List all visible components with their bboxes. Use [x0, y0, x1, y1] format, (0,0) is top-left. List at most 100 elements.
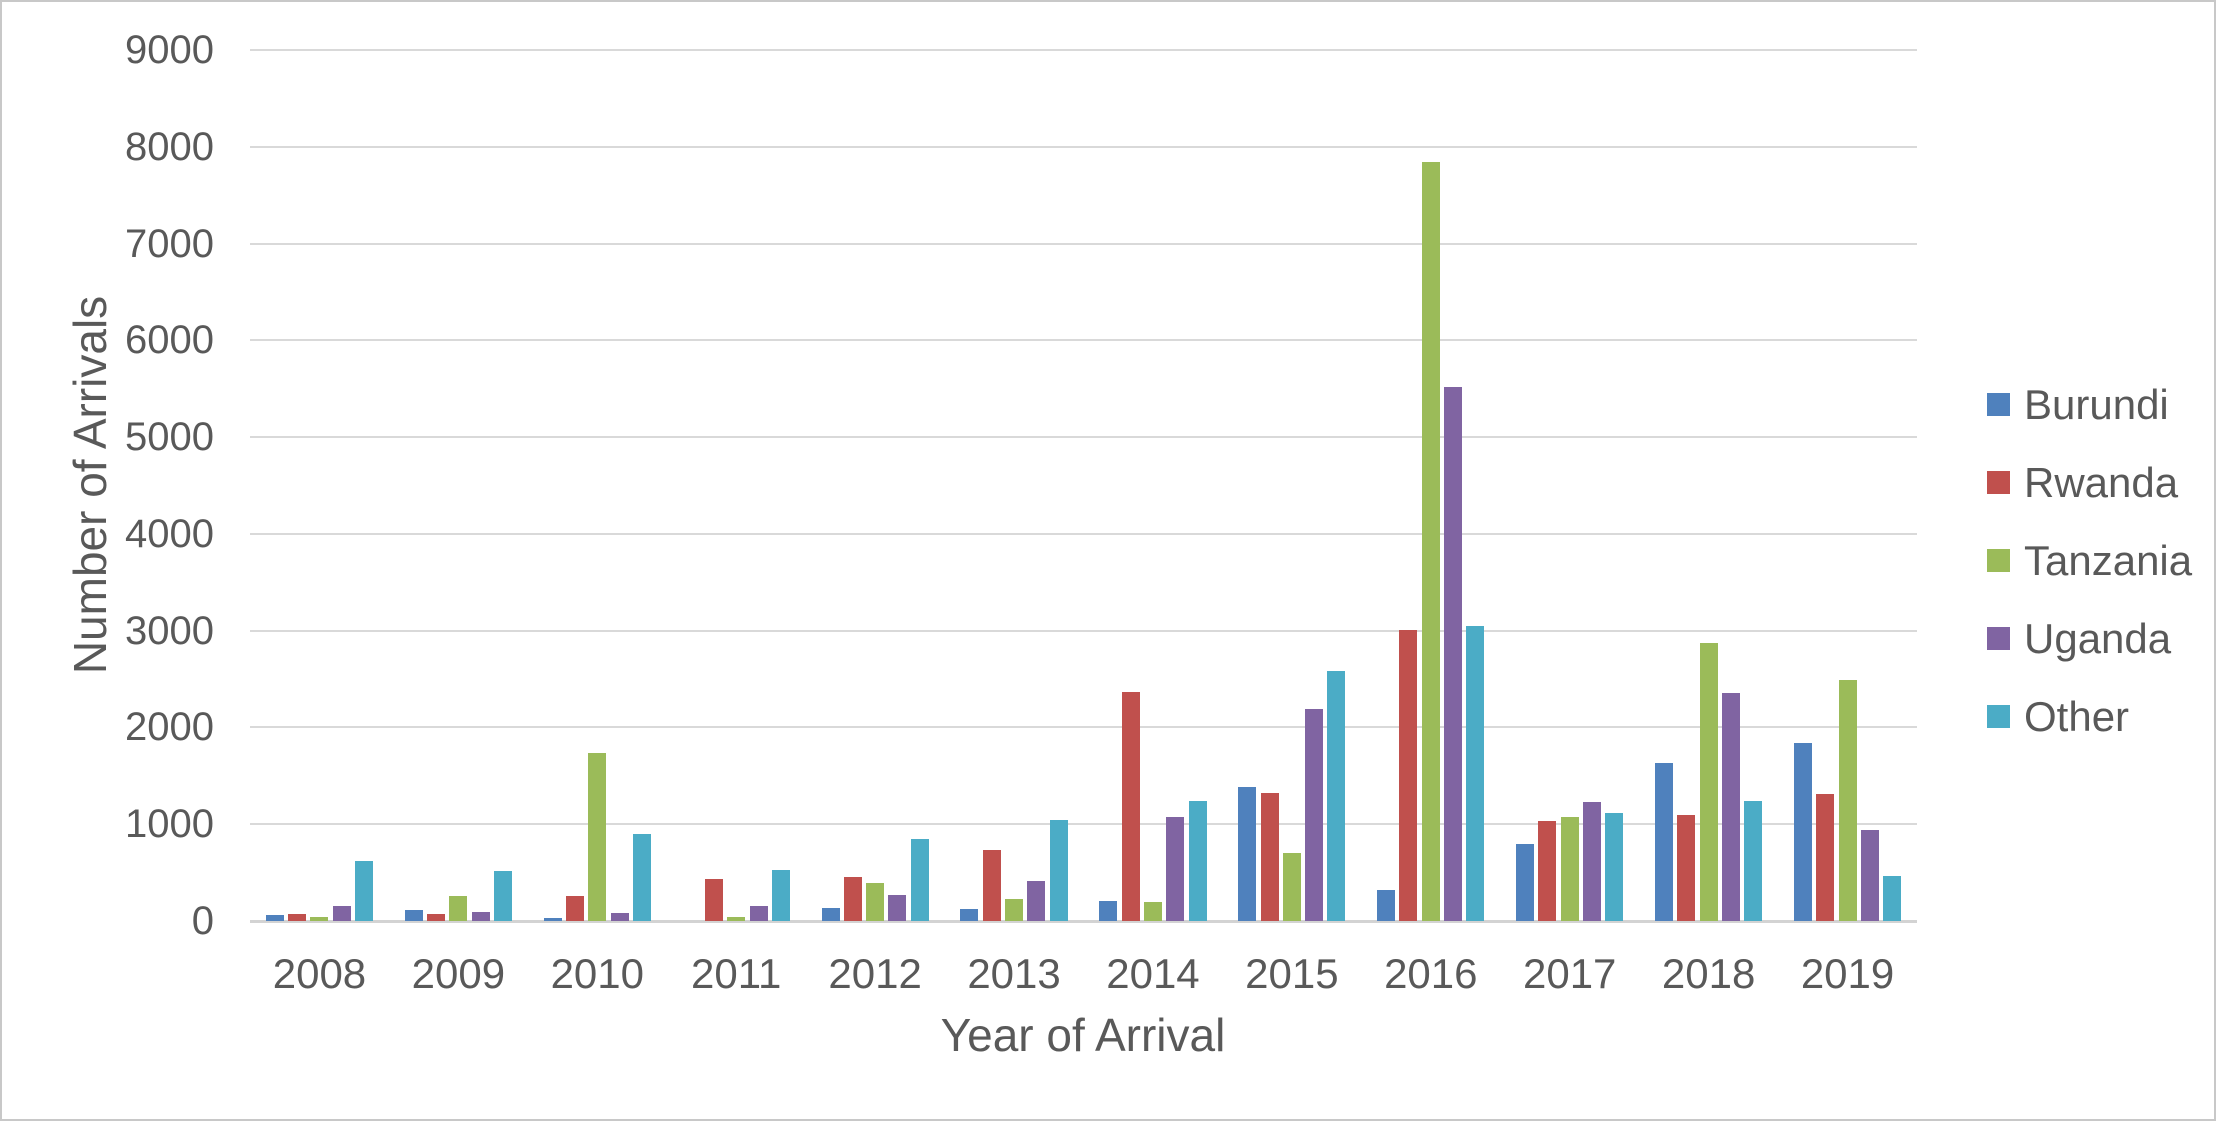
gridline-2000 — [250, 726, 1917, 729]
bar-rwanda-2014 — [1121, 692, 1140, 921]
bar-tanzania-2017 — [1560, 817, 1579, 921]
bar-tanzania-2016 — [1421, 162, 1440, 921]
bar-uganda-2015 — [1305, 709, 1324, 921]
legend-item-other: Other — [1987, 692, 2192, 740]
gridline-8000 — [250, 145, 1917, 148]
bar-uganda-2012 — [888, 895, 907, 921]
bar-uganda-2014 — [1166, 817, 1185, 921]
legend-swatch-tanzania — [1987, 549, 2010, 572]
bar-rwanda-2013 — [982, 850, 1001, 921]
x-tick-label-2010: 2010 — [550, 950, 644, 997]
bar-rwanda-2015 — [1260, 793, 1279, 921]
y-tick-label-3000: 3000 — [125, 608, 214, 653]
y-tick-label-4000: 4000 — [125, 511, 214, 556]
bar-other-2013 — [1049, 820, 1068, 921]
y-tick-label-6000: 6000 — [125, 318, 214, 363]
bar-burundi-2015 — [1238, 787, 1257, 921]
legend-item-burundi: Burundi — [1987, 380, 2192, 428]
x-tick-label-2015: 2015 — [1245, 950, 1339, 997]
bar-rwanda-2012 — [843, 877, 862, 921]
y-tick-label-5000: 5000 — [125, 415, 214, 460]
legend: Burundi Rwanda Tanzania Uganda Other — [1987, 380, 2192, 772]
bar-uganda-2019 — [1860, 830, 1879, 921]
bar-other-2008 — [355, 861, 374, 921]
bar-burundi-2009 — [404, 910, 423, 921]
legend-label-burundi: Burundi — [2024, 380, 2169, 428]
gridline-1000 — [250, 823, 1917, 826]
x-tick-label-2016: 2016 — [1384, 950, 1478, 997]
bar-other-2017 — [1605, 813, 1624, 921]
x-axis-title: Year of Arrival — [940, 1009, 1226, 1061]
bar-uganda-2011 — [749, 906, 768, 921]
legend-swatch-other — [1987, 705, 2010, 728]
x-tick-label-2011: 2011 — [691, 950, 782, 997]
bar-tanzania-2014 — [1143, 902, 1162, 921]
y-tick-label-8000: 8000 — [125, 124, 214, 169]
bar-uganda-2008 — [332, 906, 351, 921]
bar-tanzania-2011 — [727, 917, 746, 921]
bar-other-2019 — [1883, 876, 1902, 921]
bar-burundi-2018 — [1655, 763, 1674, 921]
x-tick-label-2019: 2019 — [1800, 950, 1895, 997]
bar-burundi-2017 — [1516, 844, 1535, 921]
bar-other-2016 — [1466, 626, 1485, 921]
bar-other-2011 — [771, 870, 790, 921]
bar-tanzania-2013 — [1005, 899, 1024, 921]
bar-rwanda-2018 — [1677, 815, 1696, 921]
legend-item-rwanda: Rwanda — [1987, 458, 2192, 506]
bar-rwanda-2008 — [288, 914, 307, 921]
bar-rwanda-2019 — [1816, 794, 1835, 921]
bar-burundi-2012 — [821, 908, 840, 921]
bar-other-2010 — [632, 834, 651, 921]
bar-burundi-2016 — [1377, 890, 1396, 921]
x-tick-label-2009: 2009 — [411, 950, 506, 997]
legend-label-rwanda: Rwanda — [2024, 458, 2179, 506]
y-tick-label-0: 0 — [191, 899, 214, 943]
bar-burundi-2019 — [1793, 743, 1812, 921]
bar-tanzania-2018 — [1699, 643, 1718, 921]
bar-other-2015 — [1327, 671, 1346, 921]
y-tick-label-9000: 9000 — [125, 28, 214, 72]
legend-swatch-uganda — [1987, 627, 2010, 650]
bar-burundi-2013 — [960, 909, 979, 921]
plot-area — [250, 49, 1917, 923]
gridline-5000 — [250, 436, 1917, 439]
x-tick-label-2017: 2017 — [1522, 950, 1617, 997]
bar-tanzania-2012 — [866, 883, 885, 921]
bar-burundi-2008 — [265, 915, 284, 921]
gridline-6000 — [250, 339, 1917, 342]
bar-uganda-2018 — [1721, 693, 1740, 921]
y-tick-label-7000: 7000 — [125, 221, 214, 266]
x-tick-label-2013: 2013 — [967, 950, 1061, 997]
legend-item-tanzania: Tanzania — [1987, 537, 2192, 584]
y-tick-label-1000: 1000 — [125, 802, 214, 847]
x-tick-label-2014: 2014 — [1106, 950, 1200, 997]
gridline-4000 — [250, 532, 1917, 535]
bar-tanzania-2008 — [310, 917, 329, 921]
legend-item-uganda: Uganda — [1987, 615, 2192, 662]
bar-uganda-2013 — [1027, 881, 1046, 921]
bar-rwanda-2011 — [704, 879, 723, 921]
bar-uganda-2016 — [1444, 387, 1463, 921]
bar-rwanda-2016 — [1399, 630, 1418, 921]
bar-rwanda-2010 — [565, 896, 584, 921]
legend-swatch-burundi — [1987, 393, 2010, 416]
legend-swatch-rwanda — [1987, 471, 2010, 494]
bar-tanzania-2010 — [588, 753, 607, 921]
legend-label-other: Other — [2024, 692, 2130, 740]
bar-burundi-2010 — [543, 918, 562, 921]
gridline-0 — [250, 920, 1917, 923]
x-tick-label-2008: 2008 — [272, 950, 367, 997]
x-tick-label-2018: 2018 — [1661, 950, 1756, 997]
bar-rwanda-2009 — [427, 914, 446, 921]
bar-tanzania-2015 — [1282, 853, 1301, 921]
bar-uganda-2010 — [610, 913, 629, 921]
bar-other-2018 — [1744, 801, 1763, 921]
bar-other-2014 — [1188, 801, 1207, 921]
bar-tanzania-2019 — [1838, 680, 1857, 921]
bar-other-2009 — [493, 871, 512, 921]
bar-rwanda-2017 — [1538, 821, 1557, 921]
bar-other-2012 — [910, 839, 929, 921]
y-tick-label-2000: 2000 — [125, 705, 214, 750]
